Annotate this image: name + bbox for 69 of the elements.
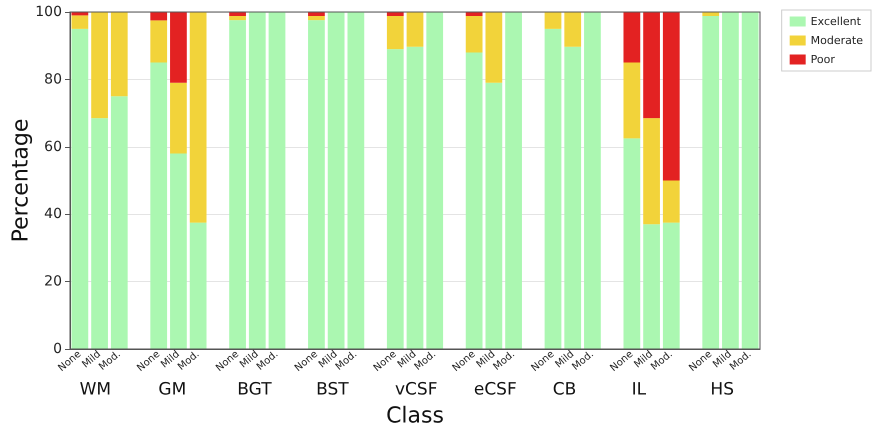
bar: [248, 12, 266, 349]
bar: [466, 52, 483, 349]
y-tick-label: 100: [35, 4, 62, 20]
text: CB: [552, 380, 576, 400]
bar: [722, 12, 739, 349]
bar: [386, 49, 404, 349]
bar: [485, 12, 502, 83]
bar: [170, 12, 187, 83]
bar: [623, 62, 640, 138]
bar: [643, 12, 660, 118]
y-tick-label: 60: [44, 138, 62, 155]
bar: [150, 62, 168, 349]
y-tick-label: 0: [53, 341, 62, 357]
bar: [110, 96, 128, 349]
y-tick-label: 40: [44, 206, 62, 222]
x-axis-title: Class: [386, 404, 444, 428]
bar: [564, 46, 582, 349]
bar: [485, 82, 502, 349]
text: eCSF: [474, 380, 517, 400]
text: vCSF: [395, 380, 438, 400]
bar: [347, 12, 364, 349]
bar: [190, 222, 207, 349]
bar: [190, 12, 207, 223]
bar: [623, 12, 640, 63]
bar: [643, 118, 660, 224]
bar: [328, 12, 345, 349]
bar: [584, 12, 601, 349]
bar: [150, 12, 168, 20]
text: WM: [80, 380, 112, 400]
text: IL: [632, 380, 647, 400]
y-tick-label: 80: [44, 71, 62, 88]
bar: [170, 154, 187, 349]
bar: [229, 20, 246, 349]
bar: [662, 180, 680, 223]
bar: [229, 16, 246, 20]
bar: [564, 12, 582, 47]
legend-label: Moderate: [810, 34, 864, 47]
bar: [544, 28, 562, 349]
bar: [406, 12, 424, 47]
bar: [426, 12, 444, 349]
text: GM: [158, 380, 186, 400]
y-tick-label: 20: [44, 274, 62, 290]
bar: [170, 82, 187, 154]
bar: [466, 16, 483, 52]
bar: [623, 138, 640, 349]
bar: [308, 16, 325, 20]
bar: [386, 16, 404, 50]
bar: [505, 12, 522, 349]
bar: [544, 12, 562, 29]
bar: [91, 12, 108, 118]
bar: [71, 15, 88, 29]
y-axis-title: Percentage: [8, 118, 34, 242]
bar: [91, 118, 108, 349]
bar: [110, 12, 128, 96]
bar: [308, 20, 325, 349]
bar: [71, 28, 88, 349]
bar: [150, 20, 168, 63]
text: BST: [316, 380, 350, 400]
bar: [702, 16, 720, 349]
text: HS: [710, 380, 734, 400]
legend-label: Excellent: [810, 15, 862, 28]
bar: [742, 12, 759, 349]
text: BGT: [237, 380, 272, 400]
bar: [643, 224, 660, 349]
bar: [662, 12, 680, 180]
legend-label: Poor: [810, 53, 836, 66]
bar: [406, 46, 424, 349]
bar: [662, 222, 680, 349]
bar: [268, 12, 286, 349]
